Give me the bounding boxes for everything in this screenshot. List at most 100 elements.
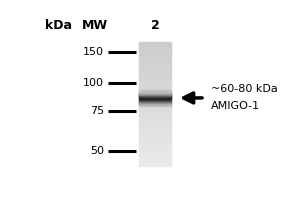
Bar (139, 107, 171, 109)
Bar (139, 58, 171, 59)
Bar (139, 162, 171, 164)
Bar (139, 64, 171, 66)
Bar (139, 150, 171, 152)
Bar (139, 93, 171, 95)
Bar (139, 62, 171, 64)
Bar (139, 104, 171, 105)
Bar (139, 130, 171, 132)
Bar (139, 42, 171, 44)
Bar (139, 136, 171, 138)
Bar (139, 87, 171, 89)
Bar (139, 51, 171, 53)
Bar (139, 144, 171, 146)
Bar (139, 110, 171, 112)
Bar (139, 81, 171, 83)
Bar (139, 97, 171, 98)
Bar (139, 75, 171, 76)
Bar (139, 102, 171, 103)
Bar (139, 103, 171, 104)
Bar (139, 56, 171, 58)
Bar (139, 122, 171, 124)
Bar (139, 96, 171, 97)
Bar (139, 95, 171, 96)
Bar (139, 127, 171, 129)
Bar (139, 99, 171, 100)
Bar (139, 45, 171, 47)
Bar (139, 152, 171, 153)
Bar (139, 93, 171, 94)
Bar (139, 96, 171, 97)
Bar (139, 53, 171, 55)
Bar (139, 82, 171, 84)
Bar (139, 101, 171, 103)
Bar (139, 147, 171, 149)
Bar (139, 153, 171, 155)
Bar (139, 142, 171, 144)
Bar (139, 138, 171, 140)
Bar (139, 100, 171, 101)
Bar (139, 79, 171, 81)
Text: kDa: kDa (45, 19, 72, 32)
Bar (139, 59, 171, 61)
Bar (139, 161, 171, 163)
Bar (139, 68, 171, 70)
Bar (139, 104, 171, 105)
Bar (139, 159, 171, 161)
Bar (139, 156, 171, 158)
Bar (139, 121, 171, 123)
Bar (139, 108, 171, 110)
Bar (139, 158, 171, 160)
Bar (139, 96, 171, 98)
Bar (139, 101, 171, 102)
Bar (139, 91, 171, 92)
Bar (139, 85, 171, 87)
Bar (139, 105, 171, 106)
Bar (139, 103, 171, 104)
Bar (139, 101, 171, 102)
Bar (139, 98, 171, 99)
Bar (139, 50, 171, 52)
Bar (139, 102, 171, 104)
Bar (139, 155, 171, 156)
Text: 50: 50 (90, 146, 104, 156)
Bar (139, 92, 171, 93)
Bar (139, 124, 171, 126)
Bar (139, 88, 171, 90)
Bar (139, 95, 171, 96)
Bar (139, 67, 171, 69)
Bar (139, 133, 171, 135)
Text: ~60-80 kDa: ~60-80 kDa (211, 84, 278, 94)
Bar (139, 91, 171, 92)
Bar (139, 94, 171, 95)
Bar (139, 54, 171, 56)
Bar (139, 73, 171, 75)
Bar (139, 139, 171, 141)
Bar (139, 105, 171, 107)
Bar (139, 164, 171, 166)
Bar (139, 118, 171, 119)
Bar (139, 44, 171, 46)
Bar (139, 91, 171, 93)
Bar (139, 104, 171, 106)
Bar (139, 131, 171, 133)
Bar (139, 125, 171, 127)
Bar (139, 70, 171, 72)
Bar (139, 71, 171, 73)
Bar (139, 99, 171, 101)
Bar (139, 102, 171, 103)
Bar (139, 48, 171, 50)
Bar (139, 65, 171, 67)
Bar (139, 90, 171, 92)
Bar (139, 93, 171, 94)
Bar (139, 113, 171, 115)
Text: 2: 2 (151, 19, 159, 32)
Bar (139, 61, 171, 62)
Bar (139, 90, 171, 91)
Bar (139, 76, 171, 78)
Bar (139, 135, 171, 136)
Bar (139, 92, 171, 93)
Bar (139, 47, 171, 49)
Bar (139, 115, 171, 116)
Bar (139, 94, 171, 95)
Bar (139, 148, 171, 150)
